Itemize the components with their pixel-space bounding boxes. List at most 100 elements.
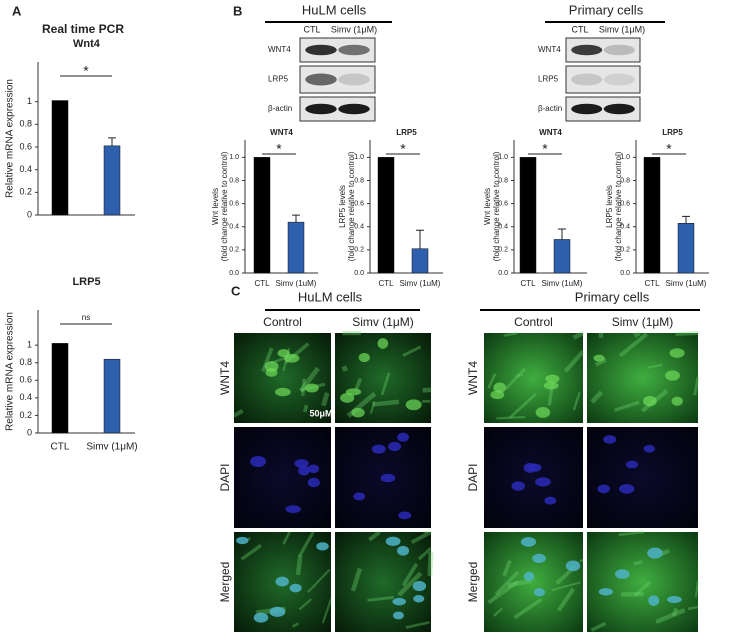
micrograph [234, 427, 331, 528]
y-tick-label: 0 [27, 209, 32, 219]
fiber [594, 358, 607, 367]
blot-label: β-actin [538, 104, 562, 113]
band [305, 73, 337, 86]
nucleus [388, 441, 402, 452]
image-background [484, 333, 583, 423]
y-tick-label: 0.8 [498, 177, 508, 184]
group-title: Primary cells [569, 2, 644, 17]
nucleus [493, 382, 507, 393]
band [338, 44, 370, 56]
nucleus [648, 595, 660, 606]
panel-label: C [231, 283, 241, 298]
fiber [493, 607, 503, 617]
x-tick-label: CTL [254, 279, 270, 288]
nucleus [353, 492, 366, 501]
fiber [614, 400, 640, 412]
nucleus [294, 459, 309, 468]
nucleus [528, 463, 542, 472]
band [603, 44, 635, 56]
y-tick-label: 0.6 [229, 200, 239, 207]
nucleus [535, 407, 551, 418]
y-tick-label: 0.6 [19, 141, 32, 151]
micrograph [484, 427, 583, 528]
fiber [367, 595, 394, 602]
nucleus [593, 354, 605, 362]
nucleus [340, 393, 355, 403]
fiber [298, 598, 312, 611]
fiber [417, 547, 433, 561]
bar [519, 157, 537, 274]
fiber [694, 581, 700, 597]
nucleus [412, 580, 427, 592]
fiber [590, 390, 604, 404]
chart-title: LRP5 [396, 128, 417, 137]
significance-label: * [666, 141, 672, 157]
image-background [587, 427, 698, 528]
nucleus [371, 444, 386, 454]
panel-label: A [12, 3, 22, 18]
row-label: DAPI [466, 463, 480, 491]
fiber [261, 347, 274, 373]
nucleus [275, 576, 289, 587]
bar [51, 100, 69, 216]
fiber [515, 373, 524, 378]
nucleus [625, 460, 639, 469]
fiber [321, 392, 330, 407]
y-tick-label: 1.0 [229, 154, 239, 161]
significance-label: * [542, 141, 548, 157]
y-tick-label: 1 [27, 96, 32, 106]
y-tick-label: 1 [27, 340, 32, 350]
y-axis-label: (fold change relative to control) [492, 151, 501, 261]
y-tick-label: 0.0 [229, 270, 239, 277]
group-title: HuLM cells [302, 2, 367, 17]
y-tick-label: 0.6 [354, 200, 364, 207]
fiber [556, 587, 576, 612]
y-tick-label: 0.4 [229, 224, 239, 231]
nucleus [316, 542, 329, 551]
band [305, 103, 337, 115]
fiber [618, 332, 648, 358]
fiber [508, 392, 537, 419]
nucleus [413, 595, 425, 603]
fiber [405, 621, 430, 629]
y-tick-label: 0.2 [19, 187, 32, 197]
error-bar [558, 228, 566, 240]
band [571, 73, 603, 86]
y-axis-label: Wnt levels [211, 188, 220, 225]
bar [103, 145, 121, 216]
fiber [422, 387, 432, 393]
column-label: Control [263, 315, 302, 329]
x-tick-label: Simv (1μM) [86, 442, 137, 453]
y-tick-label: 0.6 [620, 200, 630, 207]
nucleus [236, 536, 249, 545]
micrograph [234, 531, 332, 632]
fiber [496, 415, 526, 420]
fiber [579, 559, 584, 563]
significance-label: * [276, 141, 282, 157]
band [603, 73, 635, 86]
nucleus [275, 387, 291, 397]
fiber [551, 581, 581, 592]
y-axis-label: LRP5 levels [338, 185, 347, 228]
band [305, 44, 337, 56]
fiber [693, 377, 700, 396]
bar [253, 157, 271, 274]
row-label: DAPI [218, 463, 232, 491]
nucleus [397, 432, 409, 442]
nucleus [533, 588, 545, 597]
nucleus [543, 381, 559, 390]
fiber [513, 598, 543, 620]
fiber [300, 378, 306, 396]
nucleus [665, 370, 680, 381]
fiber [633, 580, 652, 597]
y-tick-label: 0.8 [354, 177, 364, 184]
fiber [572, 391, 581, 411]
y-tick-label: 0.2 [498, 247, 508, 254]
x-tick-label: Simv (1uM) [542, 279, 583, 288]
fiber [402, 345, 422, 357]
y-tick-label: 0.4 [498, 224, 508, 231]
fiber [427, 551, 434, 576]
group-title: HuLM cells [298, 289, 363, 304]
micrograph [587, 530, 700, 632]
